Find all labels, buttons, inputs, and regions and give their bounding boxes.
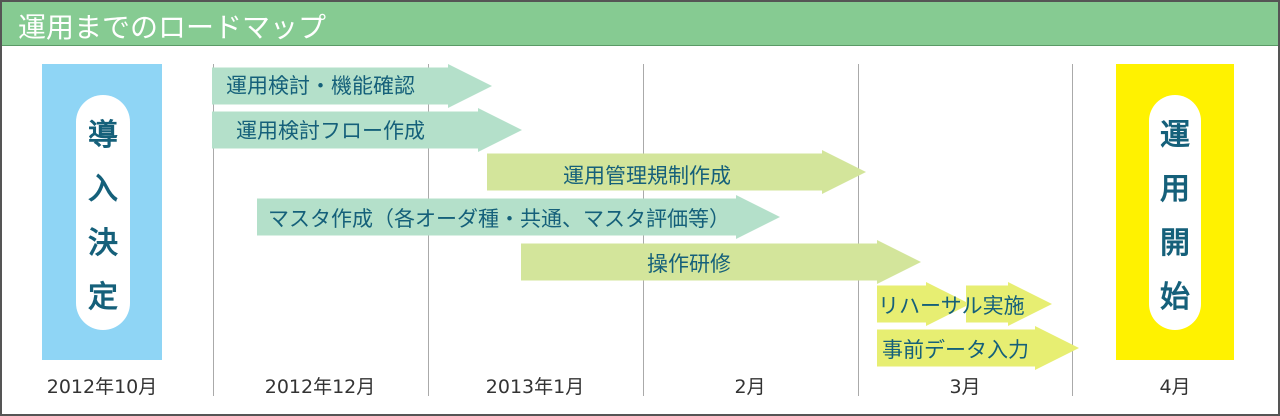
start-milestone: 導 入 決 定 [42,64,162,360]
end-milestone: 運 用 開 始 [1116,64,1234,360]
column-label: 2012年10月 [46,376,158,398]
milestone-char: 運 [1160,117,1190,153]
milestone-char: 開 [1160,225,1190,261]
page-title: 運用までのロードマップ [18,11,327,44]
milestone-char: 用 [1160,171,1190,207]
task-label: 事前データ入力 [882,338,1029,362]
divider [1072,64,1073,396]
task-arrow [487,150,866,194]
task-arrow [521,240,921,284]
task-label: マスタ作成（各オーダ種・共通、マスタ評価等） [268,207,730,231]
milestone-char: 導 [88,117,118,153]
divider [213,64,214,396]
milestone-char: 定 [88,279,118,315]
task-label: 操作研修 [647,252,731,276]
column-label: 4月 [1159,376,1191,398]
milestone-char: 始 [1160,279,1190,315]
task-label: 運用検討・機能確認 [226,74,415,98]
task-arrow [257,195,780,239]
column-label: 2月 [734,376,766,398]
milestone-char: 入 [88,171,118,207]
task-label: 運用管理規制作成 [563,164,731,188]
task-arrow [212,108,522,152]
task-arrow [877,326,1079,370]
task-label: リハーサル実施 [878,294,1025,318]
task-label: 運用検討フロー作成 [236,119,425,143]
column-label: 2012年12月 [264,376,376,398]
divider [858,64,859,396]
header-bar: 運用までのロードマップ [2,2,1278,46]
column-label: 2013年1月 [485,376,585,398]
milestone-char: 決 [88,225,118,261]
column-label: 3月 [949,376,981,398]
task-arrow [212,64,492,108]
